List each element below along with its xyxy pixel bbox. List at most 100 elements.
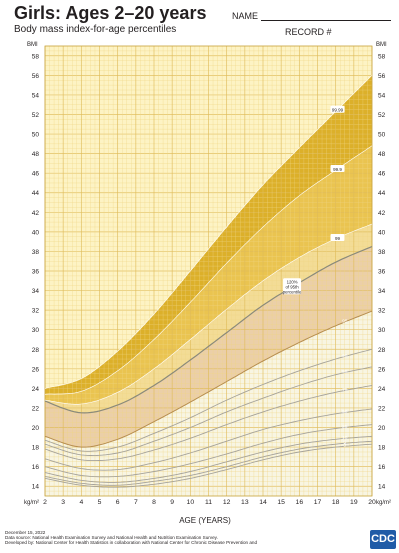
curve-99-9 <box>44 145 373 395</box>
y-tick-label-right: 14 <box>378 484 386 491</box>
y-tick-label-left: 36 <box>32 269 40 276</box>
y-tick-label-left: 38 <box>32 249 40 256</box>
x-tick-label: 16 <box>296 499 304 506</box>
y-tick-label-left: 34 <box>32 288 40 295</box>
x-tick-label: 17 <box>314 499 322 506</box>
curve-3 <box>44 443 373 488</box>
curve-85 <box>44 366 373 457</box>
chart-subtitle: Body mass index-for-age percentiles <box>14 24 177 35</box>
y-tick-label-right: 38 <box>378 249 386 256</box>
y-tick-label-left: 20 <box>32 425 40 432</box>
y-tick-label-left: 26 <box>32 366 40 373</box>
plot-frame <box>44 45 373 497</box>
y-axis-label-left: BMI <box>27 42 38 48</box>
record-label: RECORD # <box>285 27 332 37</box>
y-axis-label-right: BMI <box>376 42 387 48</box>
footer-date: December 15, 2022 <box>5 530 46 535</box>
curve-label: 5 <box>343 440 346 446</box>
y-tick-label-left: 24 <box>32 386 40 393</box>
y-tick-label-left: 54 <box>32 92 40 99</box>
x-tick-label: 11 <box>205 499 212 506</box>
y-tick-label-right: 42 <box>378 210 386 217</box>
y-tick-label-left: 16 <box>32 464 40 471</box>
curve-label: 10 <box>342 435 348 441</box>
y-tick-label-right: 54 <box>378 92 386 99</box>
x-tick-label: 3 <box>61 499 65 506</box>
curve-label: 3 <box>343 443 346 449</box>
y-tick-label-left: 14 <box>32 484 40 491</box>
y-tick-label-right: 58 <box>378 53 386 60</box>
y-tick-label-right: 44 <box>378 190 386 197</box>
curve-25 <box>44 424 373 478</box>
label-120-line: 120% <box>287 280 298 285</box>
name-label: NAME <box>232 11 259 21</box>
curve-label: 99.9 <box>333 167 342 172</box>
y-tick-label-right: 30 <box>378 327 386 334</box>
y-tick-label-left: 28 <box>32 347 40 354</box>
x-tick-label: 7 <box>134 499 138 506</box>
y-tick-label-left: 50 <box>32 132 40 139</box>
y-tick-label-right: 40 <box>378 229 386 236</box>
label-120-line: of 95th <box>285 285 299 290</box>
y-tick-label-right: 28 <box>378 347 386 354</box>
x-tick-label: 14 <box>259 499 267 506</box>
curve-label-box <box>330 105 345 113</box>
curve-label: 90 <box>342 353 348 359</box>
y-tick-label-right: 20 <box>378 425 386 432</box>
curve-label: 95 <box>342 318 348 324</box>
y-tick-label-right: 50 <box>378 132 386 139</box>
x-tick-label: 18 <box>332 499 340 506</box>
curve-label: 99 <box>335 236 341 241</box>
x-axis-label: AGE (YEARS) <box>179 516 231 525</box>
curve-75 <box>44 385 373 462</box>
y-tick-label-right: 36 <box>378 269 386 276</box>
y-tick-label-right: 24 <box>378 386 386 393</box>
x-tick-label: 8 <box>152 499 156 506</box>
y-tick-label-left: 44 <box>32 190 40 197</box>
x-tick-label: 12 <box>223 499 231 506</box>
curve-label-box <box>330 233 345 241</box>
curve-99-99 <box>44 75 373 389</box>
curve-120-of-95th-percentile <box>44 245 373 414</box>
y-tick-label-right: 56 <box>378 73 386 80</box>
y-tick-label-right: 34 <box>378 288 386 295</box>
x-tick-label: 20 <box>368 499 376 506</box>
curve-label: 99.99 <box>332 108 344 113</box>
y-tick-label-left: 32 <box>32 308 40 315</box>
y-tick-label-right: 22 <box>378 405 386 412</box>
curve-10 <box>44 435 373 483</box>
y-tick-label-right: 48 <box>378 151 386 158</box>
name-field[interactable]: NAME <box>232 11 392 21</box>
label-120-line: percentile <box>283 290 302 295</box>
y-tick-label-left: 22 <box>32 405 40 412</box>
chart-title: Girls: Ages 2–20 years <box>14 3 207 23</box>
curve-99 <box>44 223 373 405</box>
curve-label: 75 <box>342 387 348 393</box>
y-tick-label-left: 18 <box>32 445 40 452</box>
y-tick-label-right: 26 <box>378 366 386 373</box>
curve-label: 50 <box>342 409 348 415</box>
y-tick-label-right: 46 <box>378 171 386 178</box>
label-120-box <box>283 278 302 295</box>
y-tick-label-right: 16 <box>378 464 386 471</box>
x-tick-label: 13 <box>241 499 249 506</box>
cdc-logo: CDC <box>370 530 396 549</box>
y-tick-label-left: 30 <box>32 327 40 334</box>
footer-developed: Developed by: National Center for Health… <box>5 540 258 545</box>
curve-label: 25 <box>342 424 348 430</box>
y-tick-label-left: 42 <box>32 210 40 217</box>
x-tick-label: 4 <box>79 499 83 506</box>
y-tick-label-right: 52 <box>378 112 386 119</box>
y-tick-label-left: 58 <box>32 53 40 60</box>
curve-label: 85 <box>342 369 348 375</box>
name-input-line[interactable] <box>261 11 392 21</box>
y-tick-label-left: 52 <box>32 112 40 119</box>
y-tick-label-right: 32 <box>378 308 386 315</box>
x-tick-label: 10 <box>187 499 195 506</box>
x-tick-label: 2 <box>43 499 47 506</box>
footer-source: Data source: National Health Examination… <box>5 535 218 540</box>
y-tick-label-left: 40 <box>32 229 40 236</box>
curve-90 <box>44 348 373 452</box>
